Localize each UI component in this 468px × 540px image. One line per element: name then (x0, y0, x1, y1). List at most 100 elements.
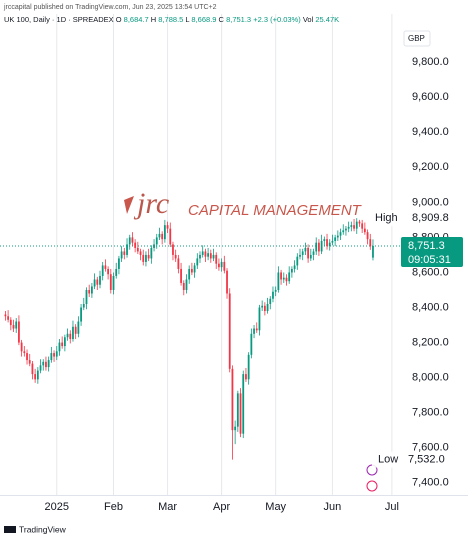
candle-body (320, 240, 323, 252)
candle-body (215, 254, 218, 264)
candle-body (220, 261, 223, 268)
y-tick-label: 8,400.0 (412, 301, 449, 313)
candle-body (201, 251, 204, 255)
candle-body (372, 245, 374, 258)
candle-body (69, 333, 72, 340)
candle-body (323, 239, 326, 241)
candle-body (147, 254, 150, 259)
candle-body (55, 351, 58, 357)
candle-body (304, 247, 307, 252)
candle-body (223, 261, 226, 271)
candle-body (350, 225, 353, 227)
candle-body (228, 293, 231, 369)
candle-body (28, 360, 31, 364)
candle-body (150, 247, 153, 259)
low-label-bg (372, 451, 404, 468)
x-tick-label: 2025 (45, 501, 69, 513)
candle-body (288, 272, 291, 282)
candle-body (266, 304, 269, 312)
y-tick-label: 9,200.0 (412, 161, 449, 173)
ohlc-key: O (116, 15, 122, 24)
symbol: UK 100, Daily · 1D · SPREADEX (4, 15, 114, 24)
candle-body (23, 351, 26, 354)
currency: GBP (408, 34, 425, 43)
candle-body (145, 254, 147, 262)
candle-body (245, 374, 247, 380)
price-tag (401, 236, 463, 267)
candle-body (207, 253, 210, 257)
candle-body (358, 221, 361, 224)
candle-body (309, 254, 312, 259)
candle-body (280, 272, 282, 280)
candle-body (7, 316, 10, 320)
candle-body (161, 233, 164, 240)
candle-body (269, 298, 272, 305)
candle-body (9, 319, 12, 326)
candle-body (342, 230, 345, 233)
x-tick-label: Jun (324, 501, 342, 513)
ohlc-value: 8,788.5 (158, 15, 183, 24)
candle-body (369, 239, 372, 247)
x-tick-label: Feb (104, 501, 123, 513)
candle-body (277, 272, 280, 290)
candle-body (282, 277, 285, 280)
y-tick-label: 8,000.0 (412, 372, 449, 384)
candle-body (80, 307, 82, 322)
candle-body (331, 240, 334, 243)
x-tick-label: Apr (213, 501, 230, 513)
x-tick-label: Jul (385, 501, 399, 513)
candle-body (93, 279, 96, 287)
candle-body (172, 244, 174, 255)
candle-body (218, 263, 220, 268)
candle-body (253, 328, 255, 334)
candle-body (312, 251, 315, 255)
ohlc-value: 8,668.9 (191, 15, 216, 24)
candle-body (272, 291, 274, 299)
high-value: 8,909.8 (412, 212, 449, 224)
candle-body (155, 237, 158, 245)
candle-body (307, 247, 310, 259)
candle-body (131, 237, 134, 243)
ohlc-key: L (185, 15, 189, 24)
candle-body (296, 256, 299, 266)
candle-body (299, 254, 301, 257)
candle-body (236, 393, 239, 427)
logo-mark (124, 196, 134, 214)
low-label: Low (378, 454, 398, 466)
candle-body (190, 268, 193, 273)
candle-body (85, 289, 88, 305)
candle-body (169, 228, 172, 245)
price-tag-countdown: 09:05:31 (408, 254, 451, 266)
candle-body (166, 225, 169, 229)
candle-body (247, 354, 250, 380)
candle-body (239, 393, 242, 434)
candle-body (109, 274, 112, 290)
candle-body (318, 242, 320, 252)
candle-body (174, 254, 177, 259)
time-axis-border (0, 495, 468, 496)
y-tick-label: 8,200.0 (412, 336, 449, 348)
candle-body (274, 289, 277, 292)
candle-body (261, 305, 264, 308)
candle-body (66, 333, 69, 338)
candle-body (4, 314, 7, 317)
candle-body (136, 247, 139, 252)
candle-body (301, 251, 304, 255)
candle-body (355, 221, 358, 229)
candle-body (226, 270, 228, 294)
candle-body (199, 254, 201, 259)
candle-body (353, 225, 355, 229)
candle-body (366, 232, 369, 240)
candle-body (77, 321, 80, 334)
candle-body (290, 268, 293, 273)
y-tick-label: 9,400.0 (412, 126, 449, 138)
candle-body (101, 265, 104, 276)
candle-body (45, 361, 47, 368)
candle-body (196, 258, 199, 266)
candle-body (180, 268, 182, 283)
candle-body (339, 232, 342, 236)
volume-value: 25.47K (315, 15, 339, 24)
candle-body (47, 360, 50, 368)
candle-body (258, 307, 261, 331)
